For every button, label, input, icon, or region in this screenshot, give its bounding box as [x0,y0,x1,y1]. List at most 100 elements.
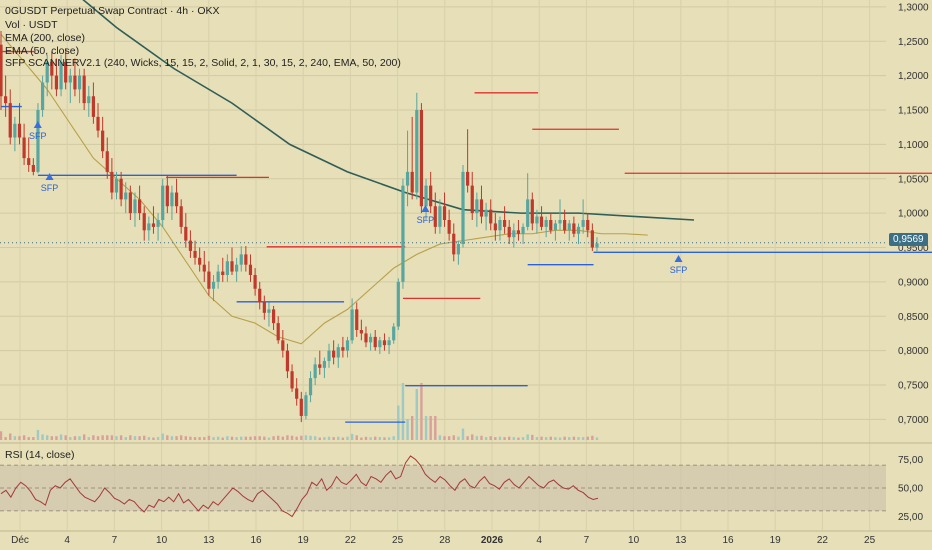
volume-bar [558,437,562,440]
volume-bar [0,431,3,440]
volume-bar [494,437,497,440]
ema200-legend: EMA (200, close) [5,32,85,44]
price-tick-label: 0,7500 [898,381,929,392]
candle [54,58,59,97]
candle-body [45,61,49,83]
candle [202,250,206,282]
volume-bar [332,437,335,440]
candle-body [581,220,585,227]
price-tick-label: 1,0500 [898,174,929,185]
candle-body [138,199,142,214]
candle-body [484,209,488,217]
candle-body [128,192,132,214]
time-tick-label: 7 [584,535,590,546]
candle-body [567,223,571,231]
volume-bar [92,435,95,440]
candle [327,343,331,368]
chart-title: 0GUSDT Perpetual Swap Contract · 4h · OK… [5,5,220,17]
candle [235,257,239,282]
candle [27,137,31,172]
volume-bar [392,436,395,440]
candle-body [415,110,419,193]
volume-bar [129,435,132,440]
volume-bar [591,435,594,440]
candle [184,213,188,248]
sfp-triangle [674,255,683,262]
candle [198,247,202,272]
candle-body [13,123,17,138]
volume-bar [521,437,525,440]
candle-body [54,75,59,90]
candle [581,199,585,234]
candle [87,85,91,117]
candle-body [576,226,581,234]
volume-bar [581,437,585,440]
candle [373,330,377,351]
candle [378,336,382,355]
candle-body [516,230,521,234]
volume-bar [544,437,548,440]
volume-bar [106,435,109,440]
volume-bar [341,437,345,440]
candle [410,116,414,200]
candles [0,30,599,423]
candle-body [110,171,114,193]
candle [419,103,424,214]
volume-bar [295,436,298,440]
candle [304,391,308,420]
volume-bar [383,437,386,440]
time-tick-label: 19 [770,535,782,546]
price-tick-label: 0,8000 [898,346,929,357]
sfp-triangle [421,205,430,212]
volume-bar [147,437,151,440]
volume-bar [337,436,340,440]
volume-bar [309,435,312,440]
volume-bar [434,416,437,440]
candle [512,223,516,248]
candle-body [336,347,340,358]
volume-bar [415,389,418,440]
volume-bar [193,437,197,440]
candle [128,185,132,220]
volume-bar [452,435,455,440]
volume-bar [216,436,220,440]
candle [276,316,280,344]
volume-bar [313,436,317,440]
candle-body [156,220,160,227]
candle [114,171,119,200]
candle-body [313,364,317,379]
volume-bar [240,436,243,440]
candle [13,116,17,152]
candle-body [142,213,146,231]
candle-body [68,75,72,83]
volume-bar [198,437,201,440]
price-tick-label: 1,1000 [898,140,929,151]
candle-body [285,350,290,372]
candle [281,330,285,358]
candle-body [350,309,354,341]
candle [295,378,299,406]
price-tick-label: 1,3000 [898,2,929,13]
candle-body [248,264,253,275]
volume-bar [13,436,17,440]
candle-body [17,123,22,138]
price-tick-label: 1,2500 [898,37,929,48]
candle-body [36,110,40,172]
candle-body [73,75,77,90]
candle [188,230,193,258]
volume-bar [535,437,539,440]
candle-body [447,220,451,234]
candle-body [202,264,206,272]
candle-body [549,220,553,231]
volume-bar [406,419,409,440]
volume-bar [46,435,49,440]
candle-body [8,103,12,138]
candle [392,323,396,344]
candle-body [359,330,363,334]
candle-body [31,165,35,172]
volume-bar [221,437,224,440]
candle [456,240,460,265]
candle [442,192,447,227]
candle [170,185,174,220]
